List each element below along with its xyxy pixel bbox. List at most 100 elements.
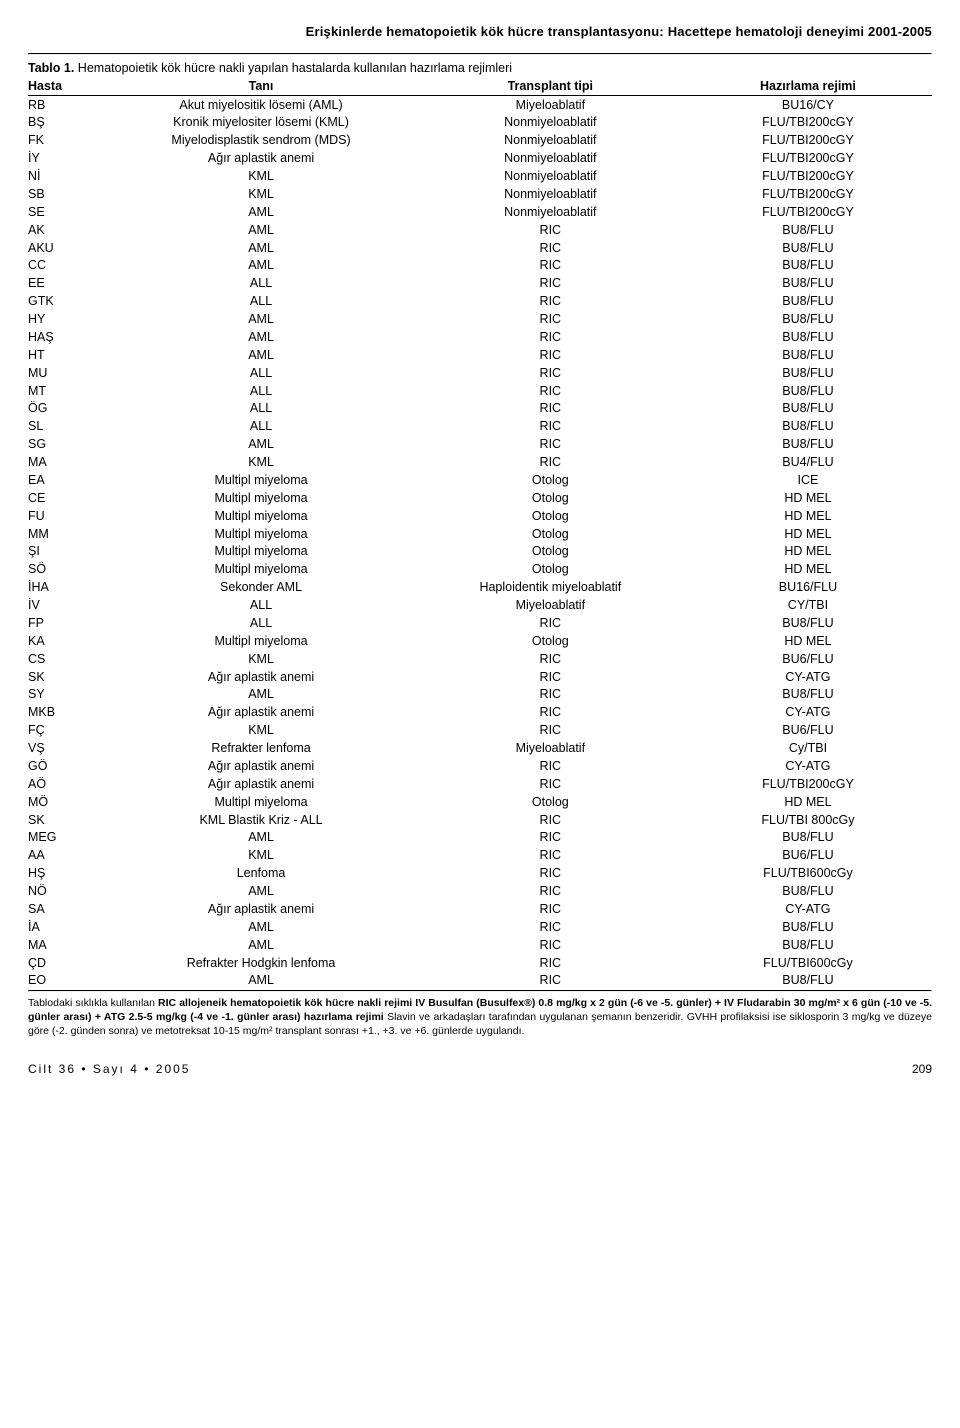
table-cell: Refrakter lenfoma: [109, 740, 416, 758]
table-cell: FK: [28, 132, 109, 150]
table-cell: FLU/TBI200cGY: [688, 150, 932, 168]
table-cell: Ağır aplastik anemi: [109, 775, 416, 793]
table-cell: AML: [109, 883, 416, 901]
table-cell: CC: [28, 257, 109, 275]
table-row: MAAMLRICBU8/FLU: [28, 936, 932, 954]
table-cell: Otolog: [417, 561, 688, 579]
table-cell: ALL: [109, 400, 416, 418]
table-cell: GTK: [28, 293, 109, 311]
table-cell: SB: [28, 185, 109, 203]
table-cell: BU8/FLU: [688, 400, 932, 418]
table-cell: RIC: [417, 436, 688, 454]
table-cell: MEG: [28, 829, 109, 847]
table-row: NİKMLNonmiyeloablatifFLU/TBI200cGY: [28, 168, 932, 186]
table-cell: Miyeloablatif: [417, 597, 688, 615]
table-cell: ALL: [109, 293, 416, 311]
table-cell: İV: [28, 597, 109, 615]
table-row: AKAMLRICBU8/FLU: [28, 221, 932, 239]
table-cell: FLU/TBI200cGY: [688, 132, 932, 150]
table-row: ŞIMultipl miyelomaOtologHD MEL: [28, 543, 932, 561]
table-cell: EE: [28, 275, 109, 293]
table-cell: RIC: [417, 382, 688, 400]
table-row: MMMultipl miyelomaOtologHD MEL: [28, 525, 932, 543]
table-cell: RIC: [417, 293, 688, 311]
table-cell: Cy/TBI: [688, 740, 932, 758]
table-cell: BU8/FLU: [688, 918, 932, 936]
table-cell: HY: [28, 311, 109, 329]
table-cell: BU8/FLU: [688, 686, 932, 704]
table-cell: HŞ: [28, 865, 109, 883]
top-rule: [28, 53, 932, 55]
table-cell: SK: [28, 668, 109, 686]
table-cell: MU: [28, 364, 109, 382]
table-cell: MA: [28, 936, 109, 954]
table-cell: Otolog: [417, 632, 688, 650]
table-cell: FLU/TBI200cGY: [688, 203, 932, 221]
table-cell: FU: [28, 507, 109, 525]
table-cell: FLU/TBI200cGY: [688, 114, 932, 132]
table-row: CEMultipl miyelomaOtologHD MEL: [28, 489, 932, 507]
table-cell: BU8/FLU: [688, 257, 932, 275]
table-cell: RIC: [417, 650, 688, 668]
table-row: HAŞAMLRICBU8/FLU: [28, 328, 932, 346]
table-row: FPALLRICBU8/FLU: [28, 614, 932, 632]
table-cell: Nİ: [28, 168, 109, 186]
table-cell: RIC: [417, 954, 688, 972]
table-cell: AÖ: [28, 775, 109, 793]
table-cell: VŞ: [28, 740, 109, 758]
col-rejim: Hazırlama rejimi: [688, 77, 932, 96]
table-cell: Multipl miyeloma: [109, 471, 416, 489]
table-cell: BU8/FLU: [688, 883, 932, 901]
table-cell: BU6/FLU: [688, 650, 932, 668]
table-cell: Nonmiyeloablatif: [417, 203, 688, 221]
table-cell: Ağır aplastik anemi: [109, 757, 416, 775]
table-cell: Ağır aplastik anemi: [109, 704, 416, 722]
table-cell: SY: [28, 686, 109, 704]
table-row: MEGAMLRICBU8/FLU: [28, 829, 932, 847]
table-cell: ALL: [109, 382, 416, 400]
table-cell: Multipl miyeloma: [109, 793, 416, 811]
table-cell: BU8/FLU: [688, 221, 932, 239]
table-cell: FÇ: [28, 722, 109, 740]
table-cell: ALL: [109, 418, 416, 436]
table-cell: EO: [28, 972, 109, 990]
table-row: MKBAğır aplastik anemiRICCY-ATG: [28, 704, 932, 722]
table-cell: BU8/FLU: [688, 239, 932, 257]
table-cell: RIC: [417, 704, 688, 722]
table-cell: RIC: [417, 311, 688, 329]
table-cell: AK: [28, 221, 109, 239]
table-header-row: Hasta Tanı Transplant tipi Hazırlama rej…: [28, 77, 932, 96]
table-cell: HT: [28, 346, 109, 364]
table-cell: RIC: [417, 257, 688, 275]
table-cell: AML: [109, 829, 416, 847]
table-cell: Ağır aplastik anemi: [109, 668, 416, 686]
table-footnote: Tablodaki sıklıkla kullanılan RIC alloje…: [28, 996, 932, 1039]
table-cell: Sekonder AML: [109, 579, 416, 597]
table-cell: BŞ: [28, 114, 109, 132]
table-cell: CY-ATG: [688, 757, 932, 775]
table-cell: RIC: [417, 829, 688, 847]
table-cell: NÖ: [28, 883, 109, 901]
running-head: Erişkinlerde hematopoietik kök hücre tra…: [28, 24, 932, 39]
table-row: SKKML Blastik Kriz - ALLRICFLU/TBI 800cG…: [28, 811, 932, 829]
table-cell: HD MEL: [688, 525, 932, 543]
table-cell: Multipl miyeloma: [109, 632, 416, 650]
table-row: İAAMLRICBU8/FLU: [28, 918, 932, 936]
table-cell: AML: [109, 328, 416, 346]
table-cell: FP: [28, 614, 109, 632]
table-cell: Otolog: [417, 489, 688, 507]
table-cell: BU8/FLU: [688, 436, 932, 454]
col-hasta: Hasta: [28, 77, 109, 96]
table-cell: CS: [28, 650, 109, 668]
table-cell: KML: [109, 185, 416, 203]
table-cell: SÖ: [28, 561, 109, 579]
table-cell: Kronik miyelositer lösemi (KML): [109, 114, 416, 132]
table-cell: Multipl miyeloma: [109, 507, 416, 525]
table-cell: HD MEL: [688, 543, 932, 561]
table-row: MAKMLRICBU4/FLU: [28, 454, 932, 472]
table-cell: AML: [109, 311, 416, 329]
table-cell: KML: [109, 168, 416, 186]
table-cell: SL: [28, 418, 109, 436]
table-cell: BU6/FLU: [688, 847, 932, 865]
table-row: GTKALLRICBU8/FLU: [28, 293, 932, 311]
